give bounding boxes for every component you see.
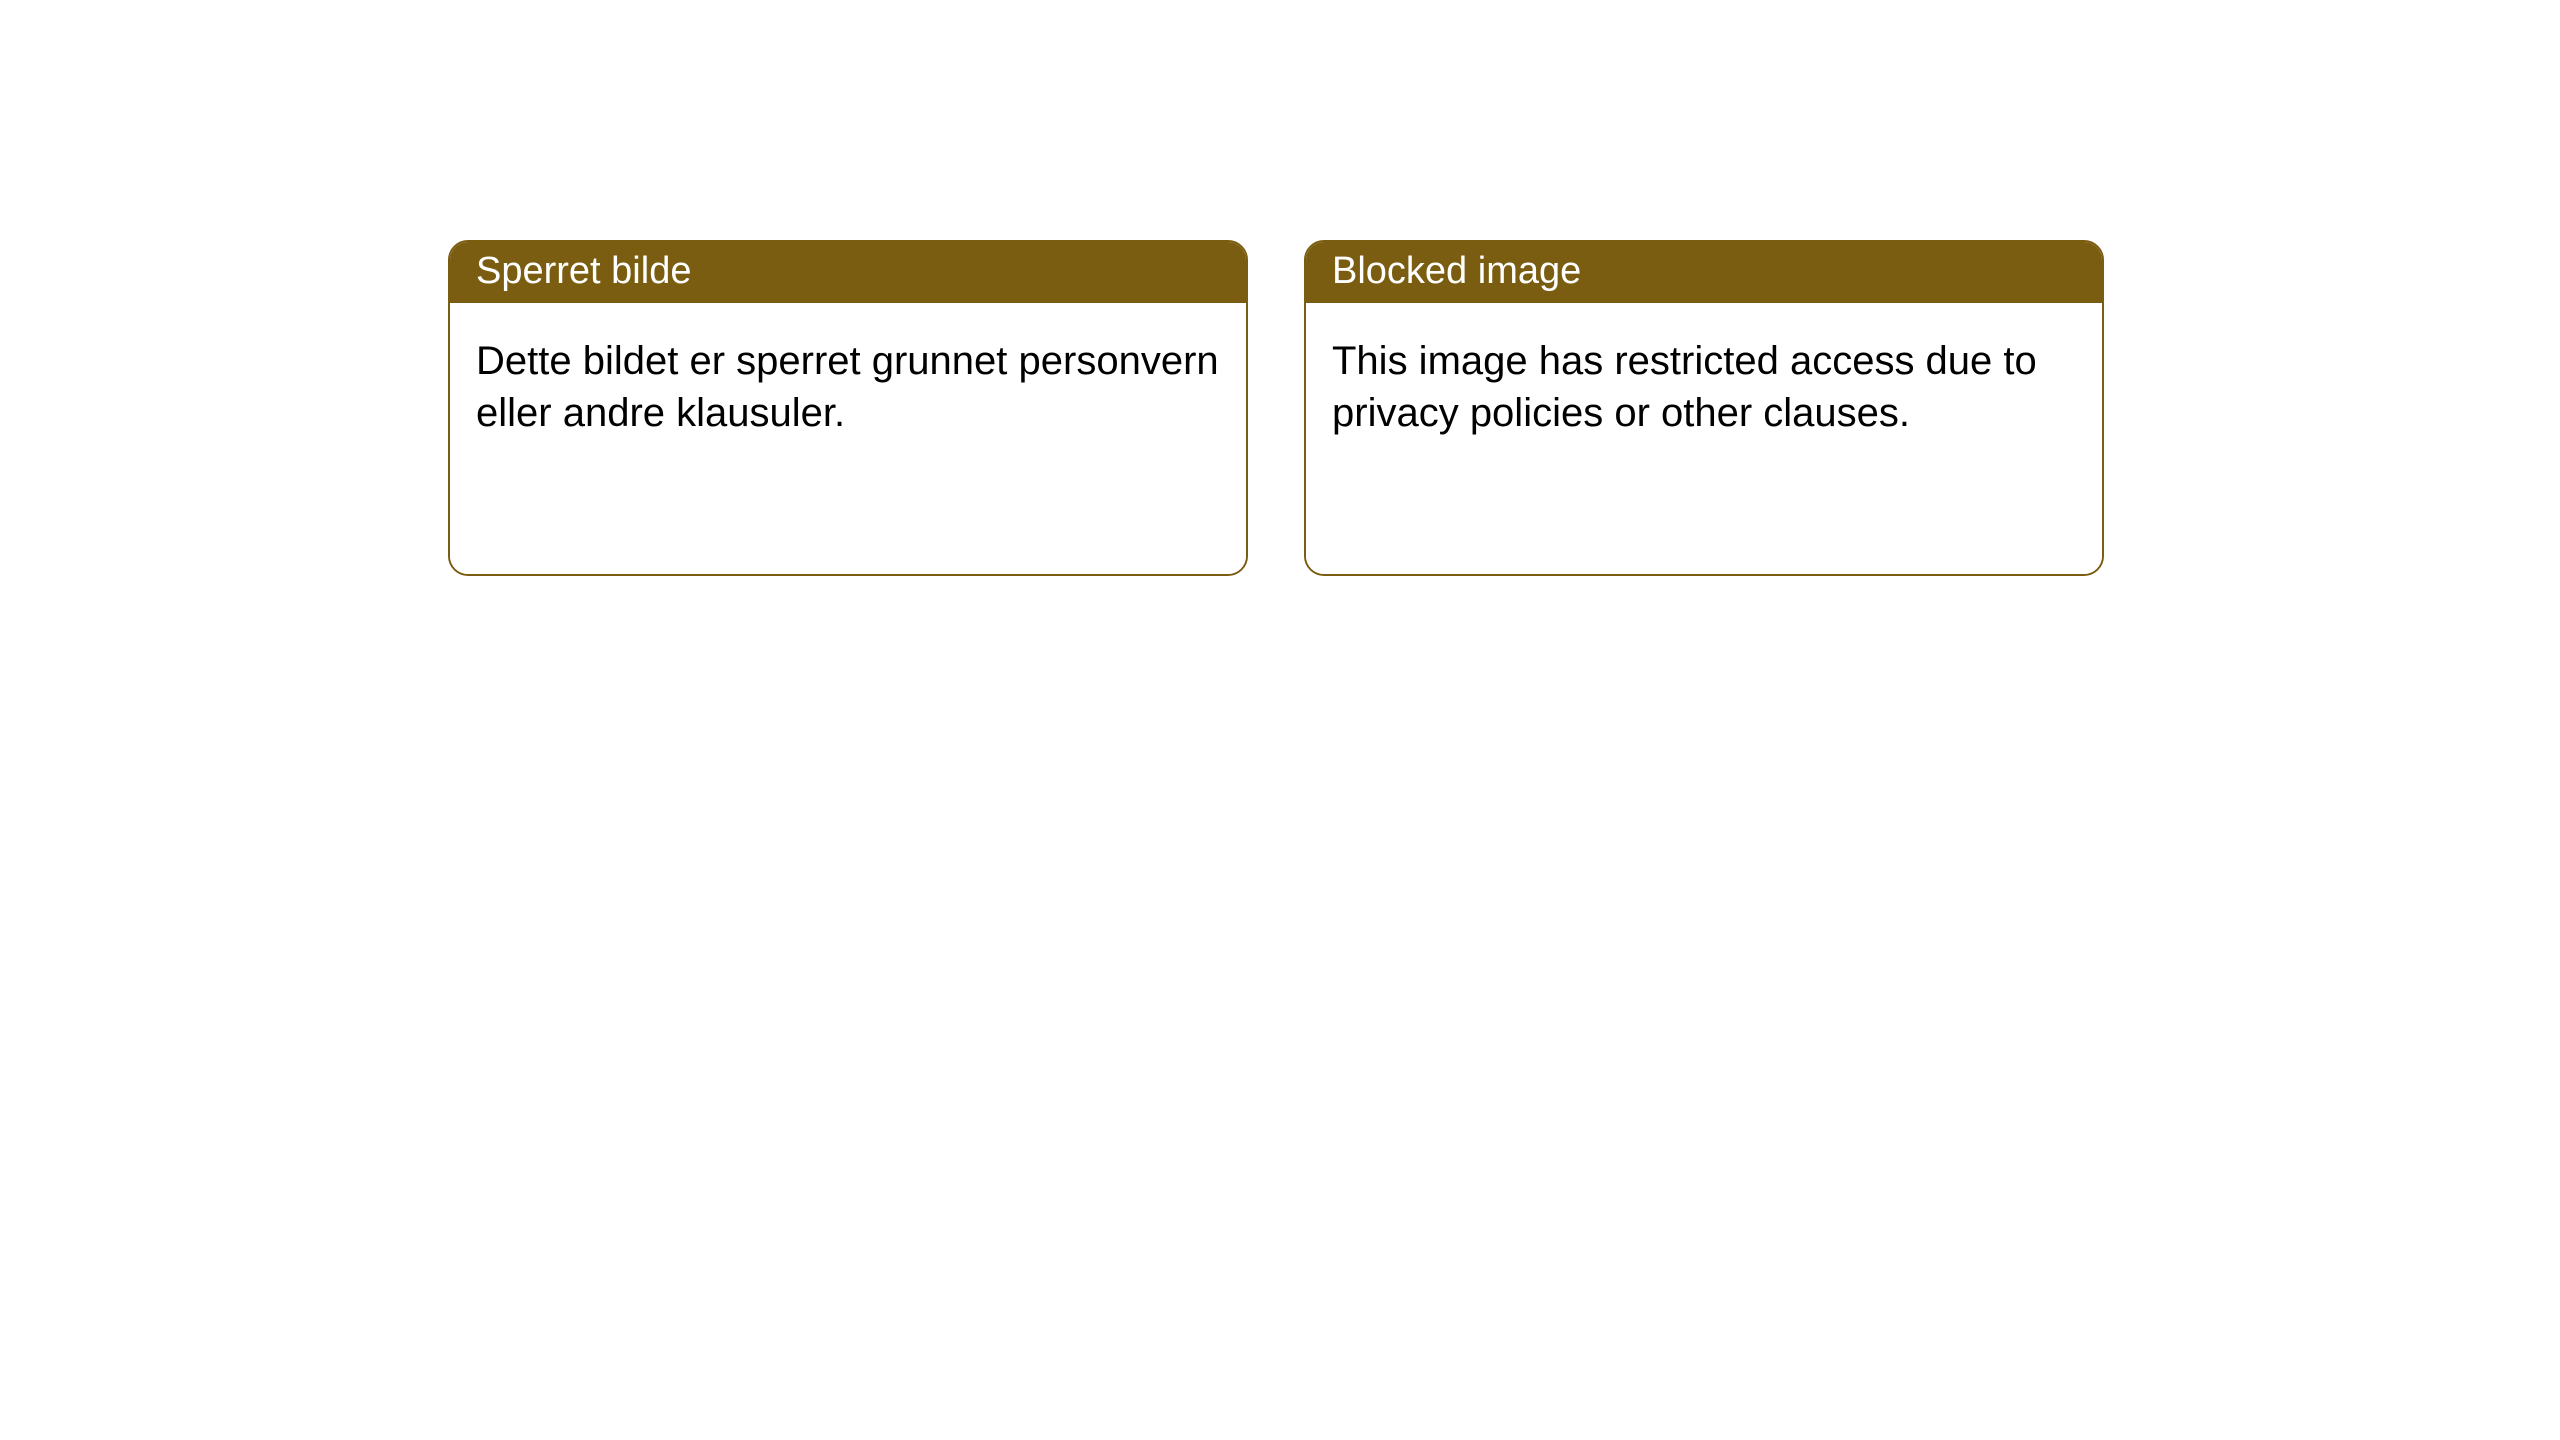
card-body-no: Dette bildet er sperret grunnet personve… [450, 303, 1246, 574]
blocked-image-card-no: Sperret bilde Dette bildet er sperret gr… [448, 240, 1248, 576]
card-header-no: Sperret bilde [450, 242, 1246, 303]
card-header-en: Blocked image [1306, 242, 2102, 303]
card-body-en: This image has restricted access due to … [1306, 303, 2102, 574]
notice-cards-container: Sperret bilde Dette bildet er sperret gr… [0, 0, 2560, 576]
blocked-image-card-en: Blocked image This image has restricted … [1304, 240, 2104, 576]
